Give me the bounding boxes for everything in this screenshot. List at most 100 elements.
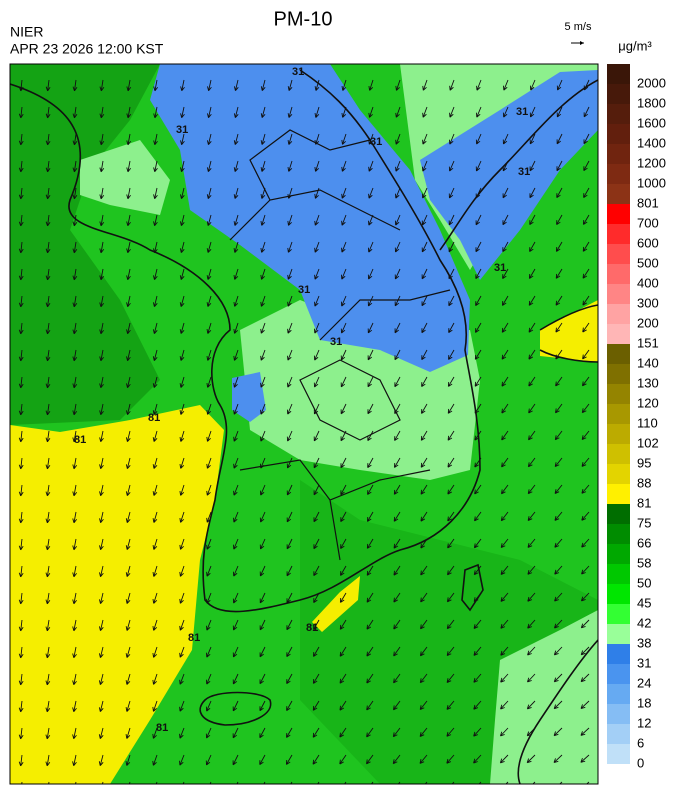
wind-arrow — [179, 430, 185, 442]
legend-swatch — [607, 104, 630, 124]
wind-arrow — [99, 241, 105, 254]
yellow-area — [312, 576, 360, 632]
contour-label: 31 — [518, 166, 530, 178]
wind-arrow — [233, 376, 239, 388]
legend-label: 1200 — [637, 155, 666, 170]
wind-arrow — [392, 727, 401, 738]
wind-arrow — [312, 673, 320, 684]
wind-arrow — [179, 376, 185, 388]
wind-arrow — [286, 619, 293, 631]
wind-arrow — [287, 79, 293, 91]
wind-arrow — [179, 754, 185, 766]
wind-arrow — [394, 241, 401, 253]
contour-label: 81 — [148, 412, 160, 424]
wind-arrow — [505, 781, 509, 784]
blue-area — [420, 70, 598, 280]
legend-label: 400 — [637, 275, 659, 290]
wind-arrow — [152, 538, 158, 550]
wind-arrow — [340, 538, 347, 549]
legend-label: 88 — [637, 475, 651, 490]
wind-arrow — [500, 511, 509, 522]
wind-arrow — [99, 484, 104, 497]
wind-arrow — [366, 727, 374, 738]
legend-label: 110 — [637, 415, 658, 430]
wind-arrow — [72, 160, 78, 173]
wind-arrow — [179, 241, 185, 253]
legend-swatch — [607, 364, 630, 384]
wind-arrow — [474, 511, 482, 522]
legend-label: 81 — [637, 495, 651, 510]
wind-arrow — [421, 214, 428, 226]
wind-arrow — [206, 403, 212, 415]
wind-arrow — [556, 106, 563, 118]
wind-arrow — [527, 646, 536, 656]
wind-arrow — [448, 295, 455, 307]
legend-label: 95 — [637, 455, 651, 470]
wind-arrow — [526, 700, 536, 710]
wind-arrow — [125, 430, 131, 442]
wind-arrow — [419, 700, 428, 711]
wind-arrow — [475, 241, 482, 253]
wind-arrow — [45, 511, 51, 524]
coastline — [539, 304, 598, 363]
legend-label: 1600 — [637, 115, 666, 130]
wind-arrow — [500, 538, 509, 549]
wind-arrow — [420, 619, 428, 630]
wind-arrow — [313, 538, 320, 550]
wind-arrow — [125, 646, 131, 658]
wind-arrow — [529, 106, 536, 118]
wind-arrow — [45, 754, 51, 767]
wind-arrow — [125, 592, 131, 604]
wind-arrow — [179, 214, 185, 226]
wind-arrow — [260, 349, 266, 361]
wind-arrow — [502, 106, 509, 118]
wind-arrow — [153, 187, 158, 200]
wind-arrow — [367, 403, 374, 415]
wind-arrow — [45, 565, 51, 578]
wind-arrow — [446, 619, 455, 630]
legend-label: 300 — [637, 295, 659, 310]
wind-arrow — [233, 214, 239, 226]
wind-arrow — [152, 565, 158, 577]
wind-arrow — [206, 268, 212, 280]
wind-arrow — [152, 511, 158, 523]
wind-arrow — [233, 484, 239, 496]
wind-arrow — [555, 376, 563, 387]
wind-arrow — [232, 727, 239, 739]
wind-arrow — [152, 295, 158, 307]
wind-arrow — [287, 133, 293, 145]
wind-arrow — [72, 241, 78, 254]
wind-arrow — [420, 484, 428, 495]
wind-arrow — [556, 187, 563, 199]
wind-arrow — [500, 565, 509, 575]
wind-arrow — [554, 592, 563, 602]
wind-arrow — [394, 322, 401, 334]
wind-arrow — [473, 754, 482, 764]
wind-arrow — [582, 214, 590, 225]
wind-arrow — [287, 268, 293, 280]
wind-arrow — [528, 268, 536, 279]
wind-arrow — [502, 187, 509, 199]
wind-arrow — [286, 457, 293, 469]
wind-arrow — [393, 538, 401, 549]
wind-arrow — [179, 619, 185, 631]
legend-swatch — [607, 444, 630, 464]
contour-label: 31 — [292, 66, 304, 78]
wind-arrow — [501, 457, 509, 468]
legend-swatch — [607, 304, 630, 324]
wind-arrow — [502, 214, 509, 226]
legend-label: 200 — [637, 315, 659, 330]
wind-arrow — [259, 727, 266, 739]
wind-arrow — [206, 430, 212, 442]
wind-arrow — [233, 187, 239, 199]
wind-arrow — [581, 376, 590, 387]
wind-arrow — [205, 754, 212, 766]
legend-swatch — [607, 744, 630, 764]
legend-swatch — [607, 404, 630, 424]
wind-arrow — [313, 376, 320, 388]
wind-arrow — [556, 79, 563, 91]
legend-label: 1800 — [637, 95, 666, 110]
wind-arrow — [72, 457, 78, 470]
wind-arrow — [259, 646, 266, 658]
island — [199, 691, 272, 726]
